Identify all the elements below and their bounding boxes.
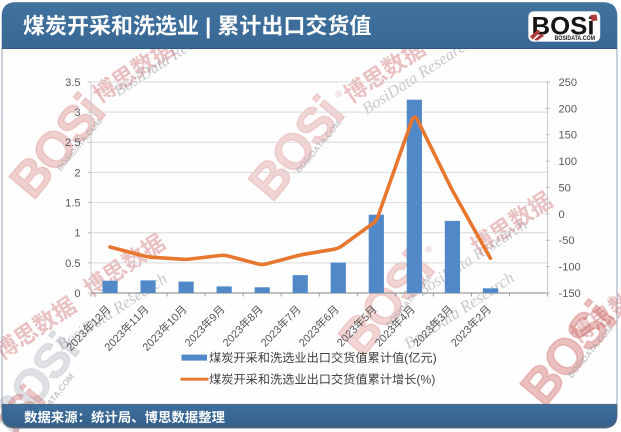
- svg-text:150: 150: [559, 130, 578, 142]
- svg-text:®: ®: [423, 243, 435, 255]
- svg-text:-150: -150: [559, 288, 581, 300]
- svg-text:-100: -100: [559, 262, 581, 274]
- svg-text:3.5: 3.5: [65, 77, 80, 89]
- svg-text:1.5: 1.5: [65, 198, 80, 210]
- svg-text:®: ®: [333, 88, 345, 100]
- svg-text:BOSIDATA.COM: BOSIDATA.COM: [555, 35, 596, 42]
- svg-text:50: 50: [559, 182, 571, 194]
- svg-text:250: 250: [559, 77, 578, 89]
- svg-text:100: 100: [559, 156, 578, 168]
- svg-text:3: 3: [74, 107, 80, 119]
- svg-text:200: 200: [559, 103, 578, 115]
- svg-text:2.5: 2.5: [65, 137, 80, 149]
- svg-text:1: 1: [74, 228, 80, 240]
- svg-text:0: 0: [74, 288, 80, 300]
- svg-text:0.5: 0.5: [65, 258, 80, 270]
- svg-text:0: 0: [559, 209, 565, 221]
- svg-text:®: ®: [94, 86, 106, 98]
- svg-text:-50: -50: [559, 235, 575, 247]
- svg-text:2: 2: [74, 167, 80, 179]
